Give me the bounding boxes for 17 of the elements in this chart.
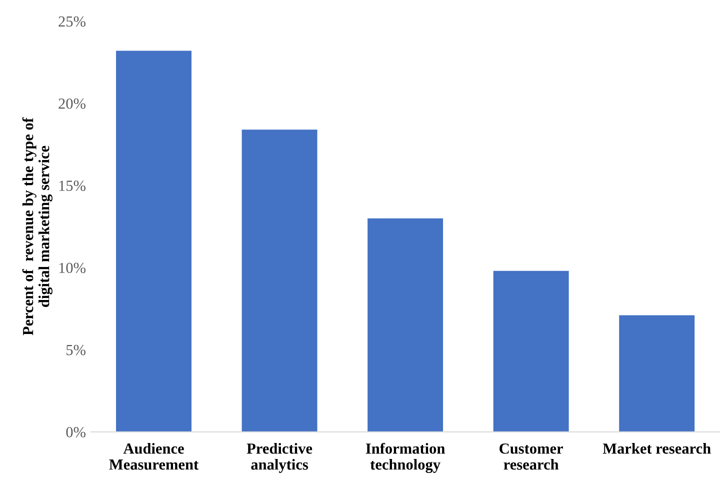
bar [242,130,318,432]
y-tick-label: 20% [58,98,86,109]
x-tick-label: Market research [602,442,711,454]
y-axis-title: Percent of revenue by the type of digital marketing service [22,117,52,336]
bar [368,218,444,432]
x-tick-label: Audience Measurement [109,442,199,470]
bar [619,315,695,432]
x-tick-label: Information technology [366,442,445,473]
y-tick-label: 25% [58,16,86,27]
x-tick-label: Predictive analytics [246,442,312,473]
y-tick-label: 0% [66,427,86,438]
bar [116,50,192,432]
y-tick-label: 5% [66,344,86,356]
y-tick-label: 15% [59,180,86,191]
y-tick-label: 10% [59,262,86,274]
bar [493,270,569,432]
x-tick-label: Customer research [500,443,563,470]
